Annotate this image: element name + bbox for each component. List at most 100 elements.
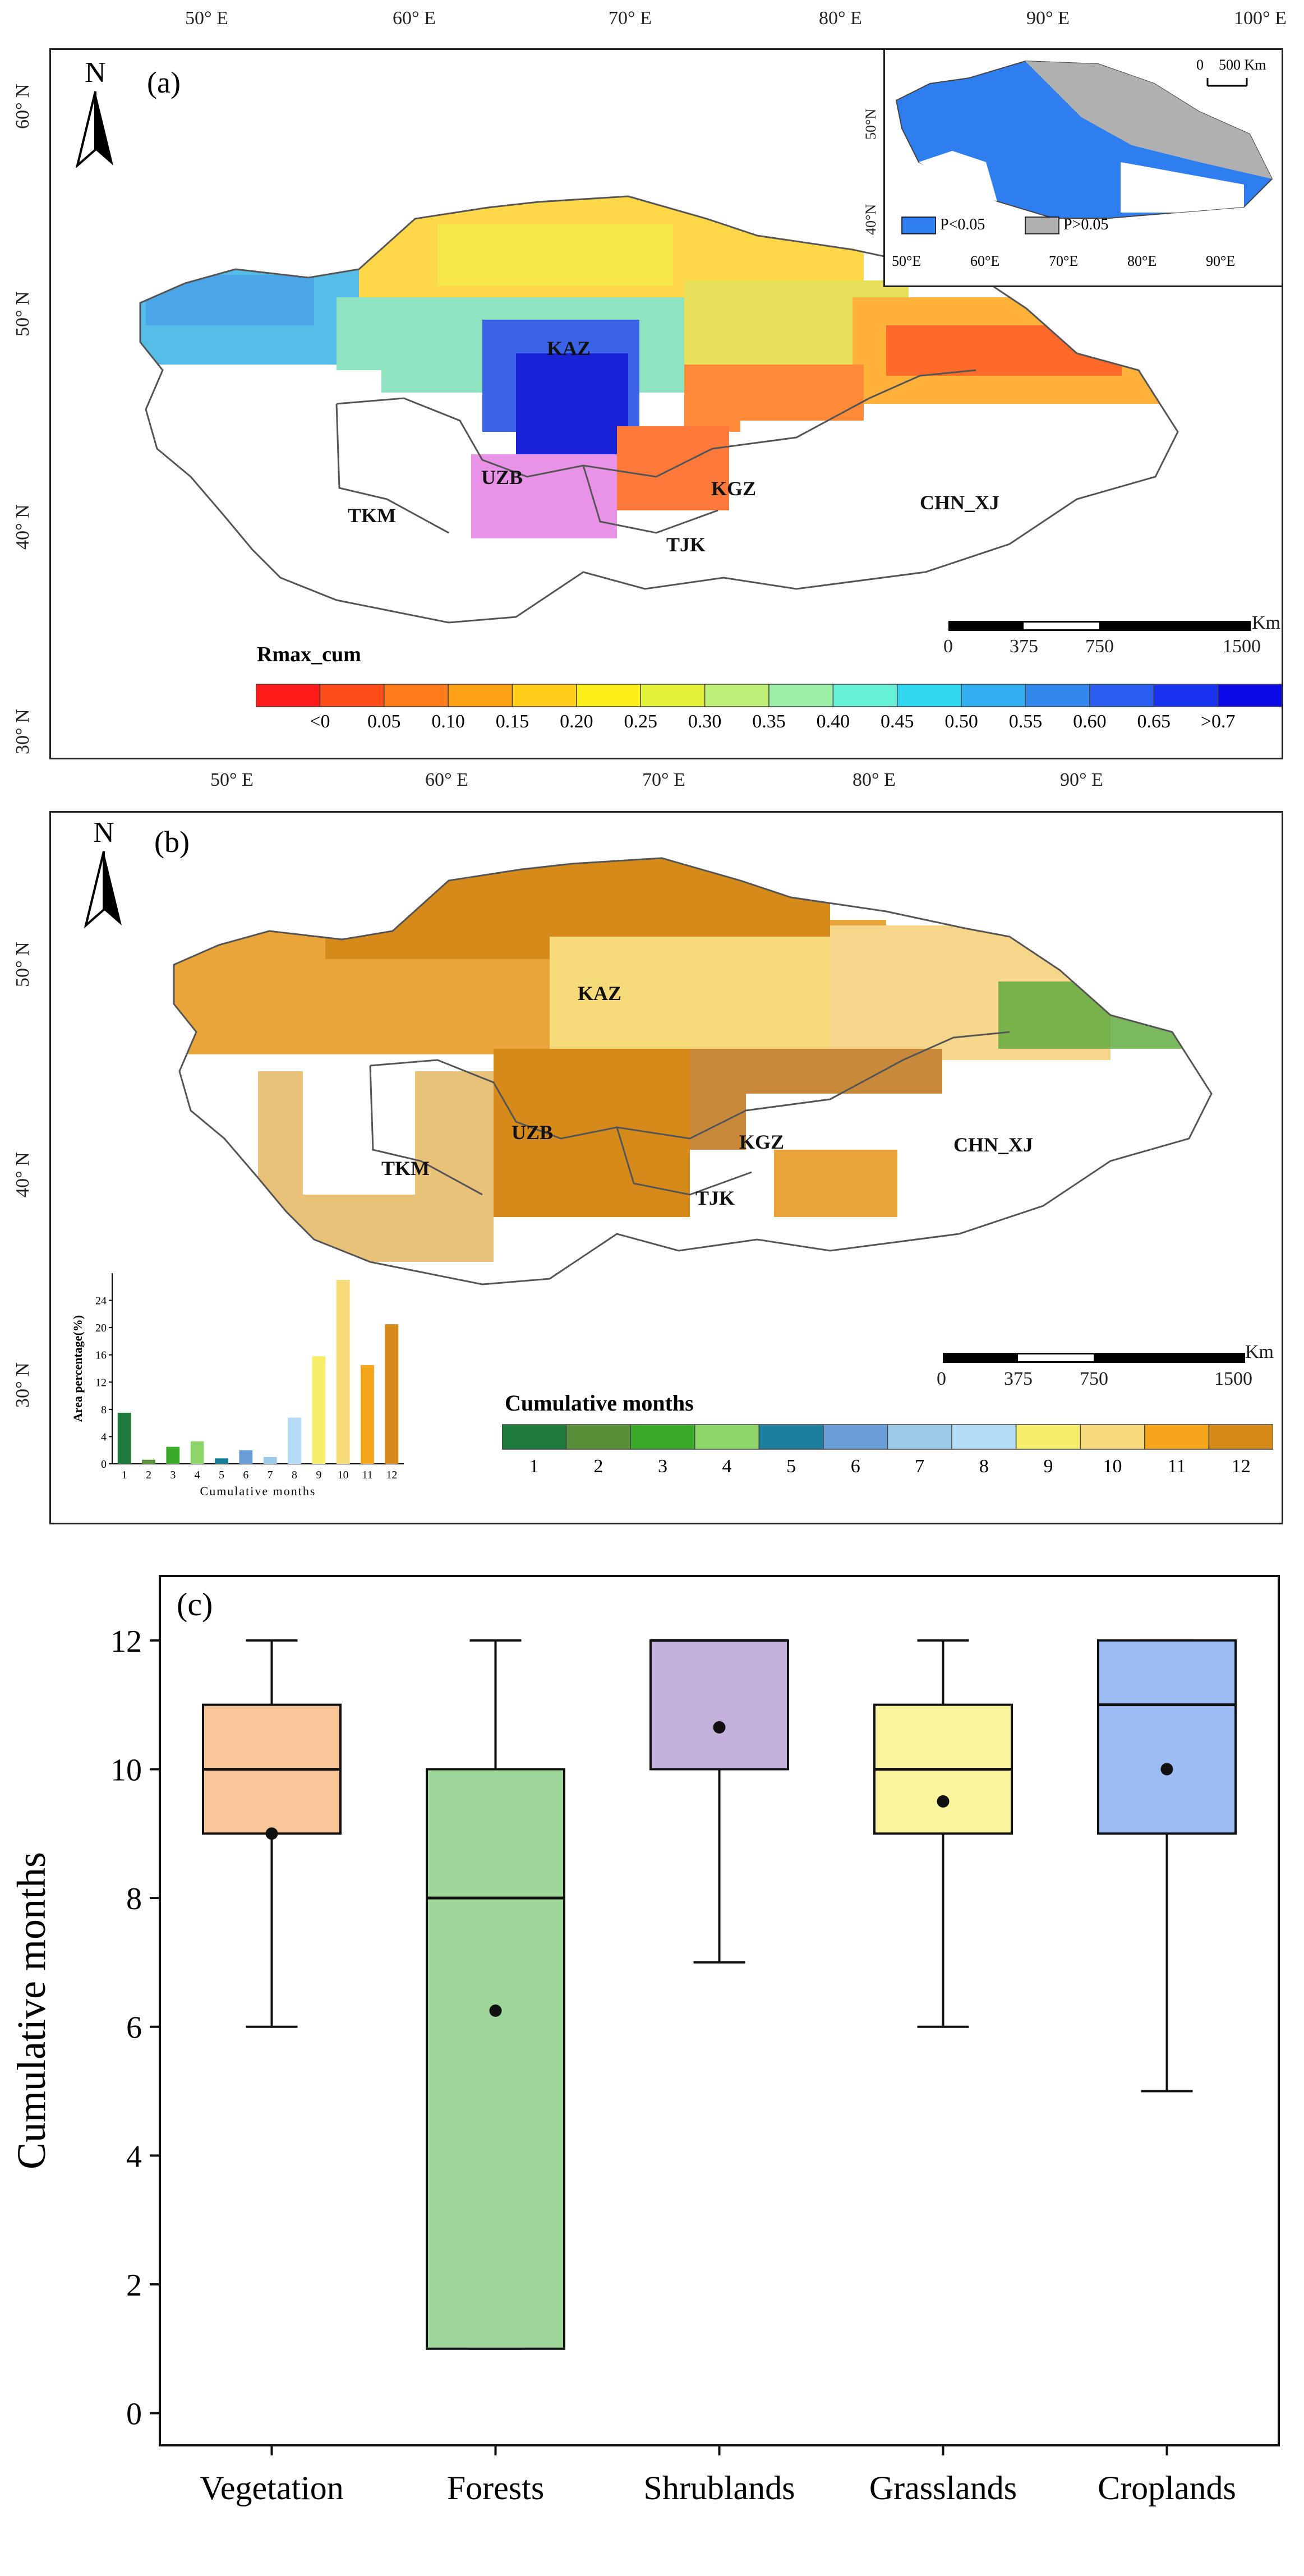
inset-scale-zero: 0	[1196, 57, 1204, 73]
hist-x-tick-label: 4	[195, 1469, 200, 1481]
colorbar-label: 9	[1043, 1456, 1053, 1477]
colorbar-label: 11	[1167, 1456, 1186, 1477]
colorbar-label: 0.15	[495, 711, 529, 732]
hist-y-tick-label: 24	[95, 1295, 107, 1307]
panel-a-legend-title: Rmax_cum	[257, 643, 361, 666]
colorbar-label: 0.35	[752, 711, 786, 732]
box-mean	[265, 1827, 278, 1840]
hist-y-tick-label: 8	[101, 1404, 107, 1416]
hist-y-tick-label: 16	[95, 1349, 107, 1362]
significance-inset: 0 500 Km P<0.05 P>0.05 50°E 60°E 70°E 80…	[863, 48, 1283, 287]
panel-a-lat-tick: 60° N	[12, 84, 33, 129]
y-tick-label: 10	[110, 1753, 142, 1787]
hist-bar	[117, 1412, 131, 1464]
x-tick-label: Shrublands	[644, 2469, 795, 2506]
north-label: N	[85, 57, 106, 89]
panel-b-scale-label: 750	[1080, 1368, 1108, 1389]
north-arrow: N	[81, 816, 126, 930]
region-label-tkm: TKM	[348, 504, 396, 527]
panel-a-scale-label: 0	[943, 636, 953, 657]
box-iqr	[426, 1768, 565, 2350]
colorbar-label: 0.25	[624, 711, 658, 732]
y-tick-label: 12	[110, 1624, 142, 1659]
hist-x-tick-label: 10	[338, 1469, 349, 1481]
hist-bar	[215, 1458, 228, 1464]
panel-a-lon-tick: 90° E	[1026, 8, 1070, 29]
colorbar-label: 0.30	[688, 711, 722, 732]
north-arrow: N	[73, 56, 118, 170]
colorbar-label: 0.50	[944, 711, 978, 732]
inset-map	[895, 60, 1273, 234]
region-label-kgz: KGZ	[739, 1131, 785, 1153]
panel-a-scale-bar	[948, 621, 1251, 631]
region-label-kgz: KGZ	[711, 477, 757, 500]
colorbar-label: 3	[657, 1456, 667, 1477]
hist-bar	[312, 1356, 326, 1464]
hist-bar	[336, 1280, 350, 1464]
region-label-kaz: KAZ	[578, 982, 622, 1004]
region-label-chn-xj: CHN_XJ	[953, 1133, 1033, 1156]
inset-legend-nonsig: P>0.05	[1063, 216, 1109, 233]
panel-a-map	[139, 195, 1179, 624]
colorbar-label: 6	[850, 1456, 860, 1477]
box-iqr	[649, 1639, 789, 1771]
colorbar-label: 5	[786, 1456, 796, 1477]
hist-x-tick-label: 12	[386, 1469, 397, 1481]
colorbar-label: 12	[1231, 1456, 1251, 1477]
north-arrow-icon	[84, 851, 122, 929]
panel-a-scale-label: 375	[1010, 636, 1038, 657]
colorbar-swatch	[704, 684, 770, 707]
colorbar-swatch	[502, 1424, 567, 1450]
colorbar-label: 1	[529, 1456, 539, 1477]
inset-lon-tick: 60°E	[970, 253, 1000, 269]
panel-b-lon-tick: 90° E	[1060, 769, 1103, 790]
inset-lat-tick: 40°N	[863, 204, 879, 235]
colorbar-swatch	[565, 1424, 631, 1450]
colorbar-swatch	[1208, 1424, 1273, 1450]
box-mean	[937, 1795, 950, 1808]
hist-x-tick-label: 11	[362, 1469, 372, 1481]
panel-b-letter: (b)	[154, 825, 190, 859]
y-tick-label: 2	[126, 2268, 142, 2303]
panel-b-scale-label: 375	[1004, 1368, 1033, 1389]
panel-a-lat-tick: 40° N	[12, 504, 33, 550]
inset-lon-tick: 50°E	[892, 253, 921, 269]
panel-a-scale-unit: Km	[1252, 612, 1280, 633]
colorbar-label: 8	[979, 1456, 989, 1477]
rmax-colorbar-labels: <0 0.05 0.10 0.15 0.20 0.25 0.30 0.35 0.40 0.45 0.…	[256, 711, 1282, 736]
hist-bar	[239, 1450, 253, 1464]
inset-legend-sig: P<0.05	[940, 216, 985, 233]
panel-a-lon-tick: 70° E	[609, 8, 652, 29]
colorbar-label: 7	[915, 1456, 925, 1477]
region-label-kaz: KAZ	[547, 337, 591, 360]
colorbar-label: 0.40	[816, 711, 850, 732]
x-tick-label: Grasslands	[869, 2469, 1017, 2506]
y-tick-label: 6	[126, 2011, 142, 2045]
colorbar-swatch	[1025, 684, 1090, 707]
rmax-colorbar	[256, 684, 1282, 707]
panel-b-lon-tick: 50° E	[210, 769, 254, 790]
colorbar-swatch	[961, 684, 1026, 707]
hist-x-tick-label: 5	[219, 1469, 224, 1481]
months-colorbar-labels: 1 2 3 4 5 6 7 8 9 10 11 12	[502, 1456, 1273, 1481]
hist-x-tick-label: 2	[146, 1469, 151, 1481]
region-label-tkm: TKM	[381, 1157, 430, 1179]
colorbar-swatch	[1217, 684, 1282, 707]
cumulative-months-boxplot: 0 2 4 6 8 10 12 Cumulative months (c) Vegetation F…	[9, 1575, 1280, 2506]
y-tick-label: 0	[126, 2397, 142, 2432]
panel-b-scale-label: 0	[937, 1368, 946, 1389]
panel-a-scale-label: 750	[1085, 636, 1114, 657]
hist-x-label: Cumulative months	[200, 1484, 316, 1498]
panel-b-lon-tick: 70° E	[642, 769, 685, 790]
colorbar-swatch	[1015, 1424, 1081, 1450]
colorbar-swatch	[694, 1424, 760, 1450]
colorbar-swatch	[758, 1424, 824, 1450]
panel-b-lat-tick: 30° N	[12, 1362, 33, 1408]
hist-bar	[385, 1324, 399, 1464]
colorbar-swatch	[1089, 684, 1154, 707]
panel-a-lon-tick: 100° E	[1234, 8, 1287, 29]
colorbar-swatch	[951, 1424, 1017, 1450]
colorbar-label: 0.60	[1073, 711, 1107, 732]
hist-bar	[190, 1441, 204, 1464]
